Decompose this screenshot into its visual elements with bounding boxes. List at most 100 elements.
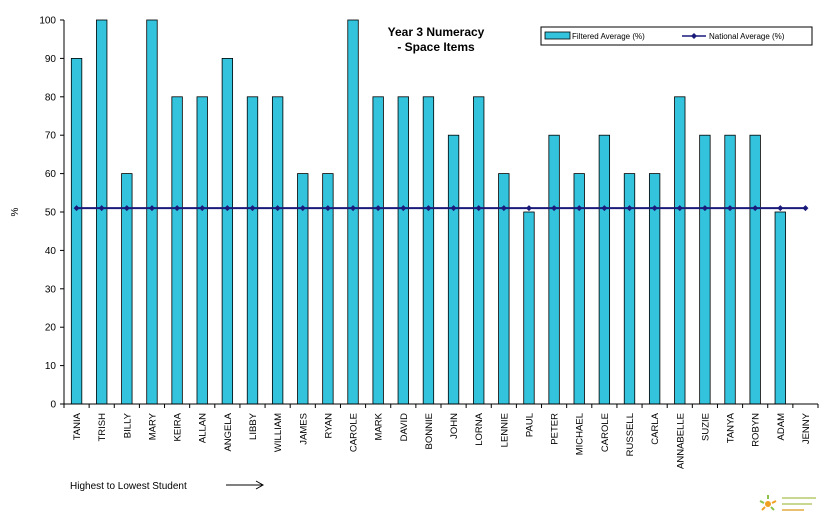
bar [724,134,736,405]
bar [271,96,284,405]
x-axis: TANIA TRISH BILLY MARY KEIRA ALLAN ANGELA LIBBY… [63,403,819,469]
line-series [73,205,809,212]
bar [699,134,711,405]
bar-series [70,19,786,405]
bar [473,96,485,405]
bar [422,96,435,405]
y-tick-label: 90 [45,54,57,65]
bar [146,19,158,405]
x-tick-label: PAUL [524,413,535,437]
y-tick-label: 40 [45,246,57,257]
legend: Filtered Average (%) National Average (%… [540,26,813,46]
bar [774,211,786,405]
bar [598,134,611,405]
x-tick-label: PETER [550,413,561,445]
line-point [525,205,532,212]
line-point [651,205,658,212]
y-tick-label: 60 [45,169,57,180]
x-tick-label: CAROLE [600,413,611,452]
x-tick-label: SUZIE [700,413,711,441]
line-point [375,205,382,212]
x-tick-label: JOHN [449,413,460,439]
line-point [727,205,734,212]
x-tick-label: ANGELA [223,412,234,451]
x-tick-label: ADAM [776,413,787,441]
legend-box [540,26,813,46]
line-point [676,205,683,212]
line-point [500,205,507,212]
line-point [350,205,357,212]
bar [548,134,560,405]
y-tick-label: 70 [45,131,57,142]
y-axis: 0 10 20 30 40 50 60 70 80 90 100 [39,16,65,411]
line-point [224,205,231,212]
line-point [274,205,281,212]
legend-swatch-marker [691,33,697,39]
line-point [73,205,80,212]
x-tick-label: DAVID [399,413,410,441]
bar [397,96,409,405]
x-tick-label: MARK [374,412,385,440]
x-tick-label: LORNA [474,412,485,445]
line-point [626,205,633,212]
line-point [601,205,608,212]
legend-label-filtered: Filtered Average (%) [572,32,645,41]
bar [674,96,686,405]
bar [749,134,761,405]
x-tick-label: LIBBY [248,412,259,440]
line-point [777,205,784,212]
line-point [400,205,407,212]
x-tick-label: ANNABELLE [675,413,686,469]
chart-title-line-2: - Space Items [397,40,475,54]
bar [96,19,108,405]
line-point [802,205,809,212]
line-point [551,205,558,212]
x-tick-label: RUSSELL [625,413,636,456]
line-point [450,205,457,212]
x-tick-label: BONNIE [424,413,435,449]
x-tick-label: MICHAEL [575,413,586,455]
bar [70,58,83,405]
bar [523,211,535,405]
chart-title-line-1: Year 3 Numeracy [388,25,485,39]
line-point [701,205,708,212]
y-tick-label: 30 [45,284,57,295]
line-point [174,205,181,212]
x-tick-label: KEIRA [173,412,184,441]
right-arrow-icon [226,480,265,490]
bar [246,96,259,405]
x-tick-label: BILLY [122,412,133,438]
x-tick-label: WILLIAM [273,413,284,452]
bar [372,96,384,405]
legend-swatch-bar [544,31,571,40]
bar [171,96,183,405]
line-point [576,205,583,212]
x-tick-label: TANYA [726,412,737,443]
x-tick-label: TRISH [97,413,108,442]
y-tick-label: 0 [50,400,56,411]
x-tick-label: JAMES [298,413,309,445]
line-point [123,205,130,212]
bar [196,96,208,405]
line-point [148,205,155,212]
x-tick-label: ALLAN [198,413,209,443]
y-tick-label: 80 [45,92,57,103]
x-tick-label: MARY [147,412,158,440]
line-point [98,205,105,212]
bar [447,134,460,405]
line-point [249,205,256,212]
x-tick-label: RYAN [323,413,334,439]
y-tick-label: 50 [45,208,57,219]
line-point [324,205,331,212]
bar [347,19,359,405]
x-tick-label: CARLA [650,412,661,444]
legend-label-national: National Average (%) [709,32,785,41]
x-tick-label: ROBYN [751,413,762,447]
x-tick-label: JENNY [801,412,812,444]
y-axis-label: % [10,207,21,216]
line-point [752,205,759,212]
bar [221,58,234,405]
y-tick-label: 100 [39,16,56,27]
x-tick-label: TANIA [72,412,83,440]
